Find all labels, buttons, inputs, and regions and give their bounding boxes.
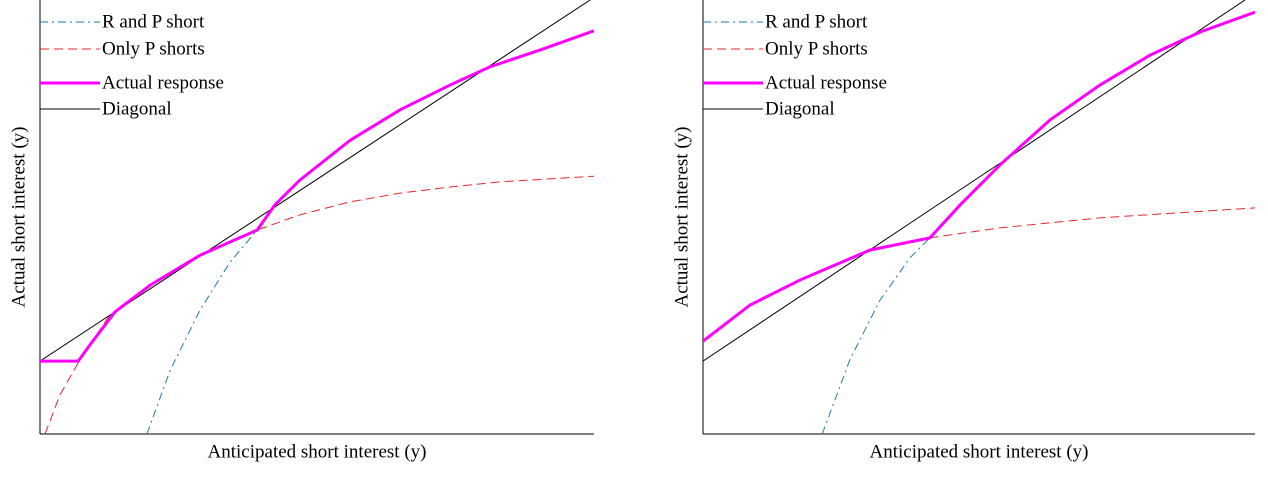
x-axis-label: Anticipated short interest (y): [208, 441, 427, 462]
x-axis-label: Anticipated short interest (y): [870, 441, 1089, 462]
legend-label: Diagonal: [765, 98, 835, 119]
data-line: [40, 29, 594, 363]
legend-label: Actual response: [102, 72, 224, 93]
y-axis-label: Actual short interest (y): [8, 127, 29, 308]
legend-label: Only P shorts: [102, 38, 205, 59]
data-line: [821, 237, 931, 434]
legend-label: Only P shorts: [765, 38, 868, 59]
data-line: [703, 0, 1246, 362]
data-line: [146, 229, 258, 434]
legend-label: Diagonal: [102, 98, 172, 119]
data-line: [703, 10, 1255, 343]
legend-label: R and P short: [765, 11, 868, 32]
y-axis-label: Actual short interest (y): [671, 127, 692, 308]
legend-label: Actual response: [765, 72, 887, 93]
legend-label: R and P short: [102, 11, 205, 32]
data-line: [44, 175, 594, 434]
data-line: [703, 207, 1255, 342]
